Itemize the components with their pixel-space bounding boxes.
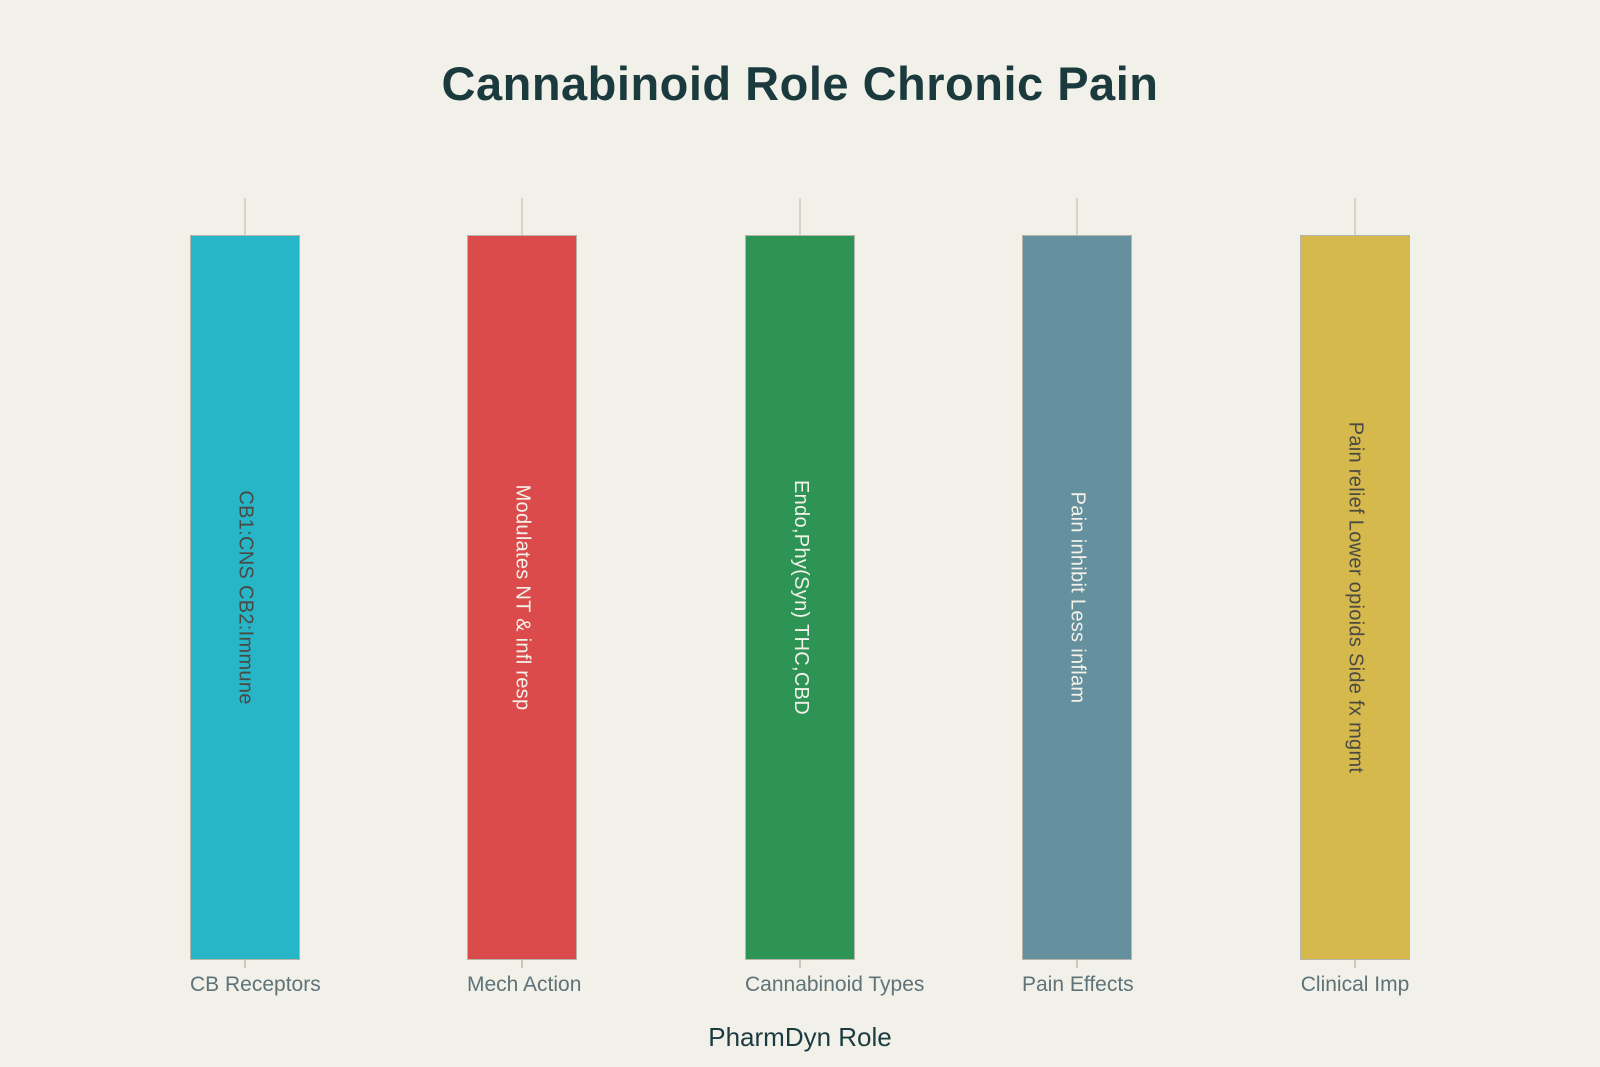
bar-clinical-imp[interactable]: Pain relief Lower opioids Side fx mgmt	[1300, 235, 1410, 960]
bar-group-clinical-imp: Pain relief Lower opioids Side fx mgmt C…	[1300, 198, 1410, 997]
error-whisker	[521, 198, 523, 235]
error-whisker	[1354, 198, 1356, 235]
bar-cb-receptors[interactable]: CB1:CNS CB2:Immune	[190, 235, 300, 960]
x-axis-tick	[1354, 960, 1356, 968]
x-axis-category-label: Mech Action	[467, 973, 582, 996]
x-axis-tick	[244, 960, 246, 968]
bar-inner-label: Pain relief Lower opioids Side fx mgmt	[1344, 421, 1367, 774]
bar-group-mech-action: Modulates NT & infl resp Mech Action	[467, 198, 582, 997]
error-whisker	[799, 198, 801, 235]
bar-inner-label: CB1:CNS CB2:Immune	[234, 490, 257, 705]
x-axis-category-label: Clinical Imp	[1300, 973, 1410, 996]
bar-inner-label: Modulates NT & infl resp	[511, 484, 534, 711]
x-axis-category-label: Cannabinoid Types	[745, 973, 925, 996]
x-axis-category-label: CB Receptors	[190, 973, 321, 996]
bar-mech-action[interactable]: Modulates NT & infl resp	[467, 235, 577, 960]
bar-cannabinoid-types[interactable]: Endo,Phy(Syn) THC,CBD	[745, 235, 855, 960]
bar-group-pain-effects: Pain inhibit Less inflam Pain Effects	[1022, 198, 1134, 997]
x-axis-tick	[521, 960, 523, 968]
bar-inner-label: Pain inhibit Less inflam	[1066, 491, 1089, 704]
chart-title: Cannabinoid Role Chronic Pain	[441, 57, 1159, 110]
bar-group-cannabinoid-types: Endo,Phy(Syn) THC,CBD Cannabinoid Types	[745, 198, 925, 997]
x-axis-tick	[799, 960, 801, 968]
bar-group-cb-receptors: CB1:CNS CB2:Immune CB Receptors	[190, 198, 321, 997]
x-axis-category-label: Pain Effects	[1022, 973, 1134, 996]
error-whisker	[1076, 198, 1078, 235]
x-axis-tick	[1076, 960, 1078, 968]
bar-pain-effects[interactable]: Pain inhibit Less inflam	[1022, 235, 1132, 960]
error-whisker	[244, 198, 246, 235]
x-axis-title: PharmDyn Role	[708, 1022, 892, 1052]
bar-inner-label: Endo,Phy(Syn) THC,CBD	[789, 480, 812, 715]
